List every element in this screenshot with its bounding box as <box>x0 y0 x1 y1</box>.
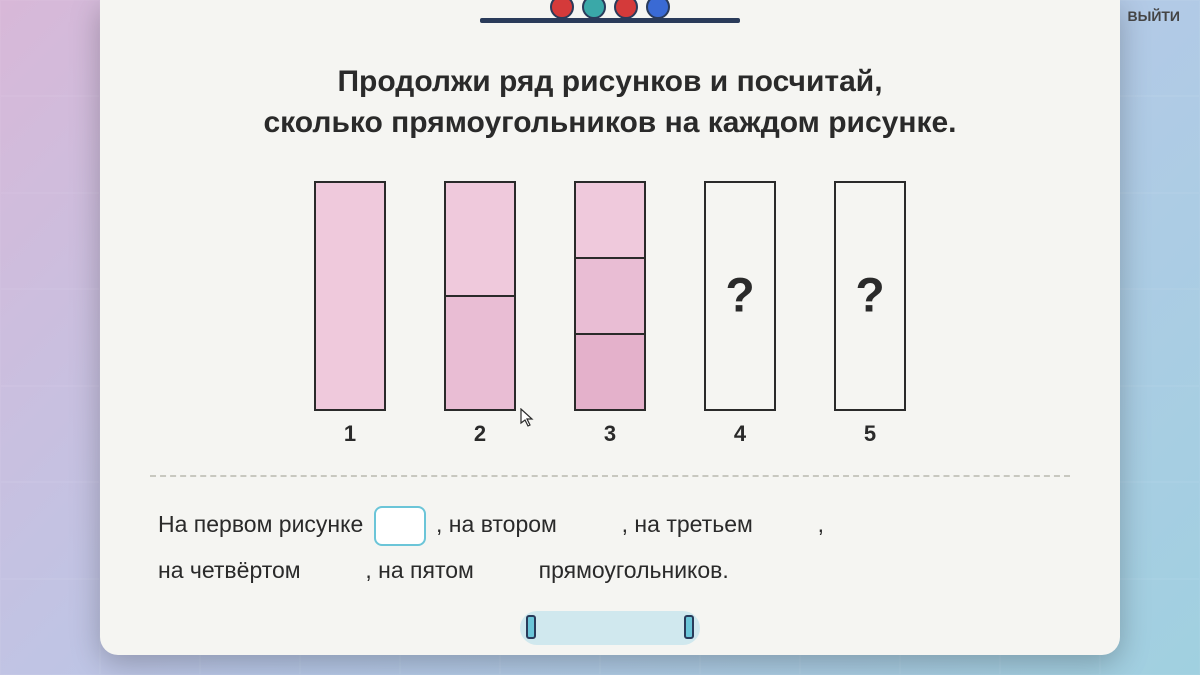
rect-box: ? <box>704 181 776 411</box>
rect-label: 1 <box>344 421 356 447</box>
rect-box <box>314 181 386 411</box>
rect-segment <box>576 183 644 257</box>
exercise-card: Продолжи ряд рисунков и посчитай, скольк… <box>100 0 1120 655</box>
clip-icon <box>684 615 694 639</box>
rect-col-4: ? 4 <box>704 181 776 447</box>
answer-text: на четвёртом <box>158 557 301 583</box>
rect-label: 4 <box>734 421 746 447</box>
rect-box <box>444 181 516 411</box>
headline-line: сколько прямоугольников на каждом рисунк… <box>150 103 1070 144</box>
pin-icon <box>550 0 574 19</box>
divider <box>150 475 1070 477</box>
rect-col-2: 2 <box>444 181 516 447</box>
clip-icon <box>526 615 536 639</box>
question-mark-icon: ? <box>725 269 754 324</box>
submit-row <box>150 611 1070 645</box>
answer-text: , на втором <box>436 511 557 537</box>
question-mark-icon: ? <box>855 269 884 324</box>
pin-icon <box>582 0 606 19</box>
exercise-headline: Продолжи ряд рисунков и посчитай, скольк… <box>150 62 1070 143</box>
answer-text: прямоугольников. <box>539 557 729 583</box>
answer-text: На первом рисунке <box>158 511 363 537</box>
answer-text: , на пятом <box>365 557 473 583</box>
submit-button[interactable] <box>520 611 700 645</box>
rect-col-3: 3 <box>574 181 646 447</box>
rect-label: 2 <box>474 421 486 447</box>
rect-segment <box>446 183 514 295</box>
pin-icon <box>646 0 670 19</box>
answer-text: , на третьем <box>622 511 753 537</box>
answer-input-1[interactable] <box>374 506 426 546</box>
rects-row: 1 2 3 ? 4 ? 5 <box>150 181 1070 447</box>
pin-icon <box>614 0 638 19</box>
headline-line: Продолжи ряд рисунков и посчитай, <box>150 62 1070 103</box>
rect-box <box>574 181 646 411</box>
rect-label: 5 <box>864 421 876 447</box>
rect-box: ? <box>834 181 906 411</box>
rect-segment <box>316 183 384 409</box>
answer-text: , <box>818 511 824 537</box>
rect-segment <box>446 295 514 409</box>
rect-col-5: ? 5 <box>834 181 906 447</box>
rect-segment <box>576 257 644 333</box>
top-pins <box>550 0 670 19</box>
exit-link[interactable]: ВЫЙТИ <box>1128 8 1181 24</box>
answer-area: На первом рисунке , на втором , на треть… <box>150 501 1070 593</box>
rect-label: 3 <box>604 421 616 447</box>
rect-segment <box>576 333 644 409</box>
rect-col-1: 1 <box>314 181 386 447</box>
